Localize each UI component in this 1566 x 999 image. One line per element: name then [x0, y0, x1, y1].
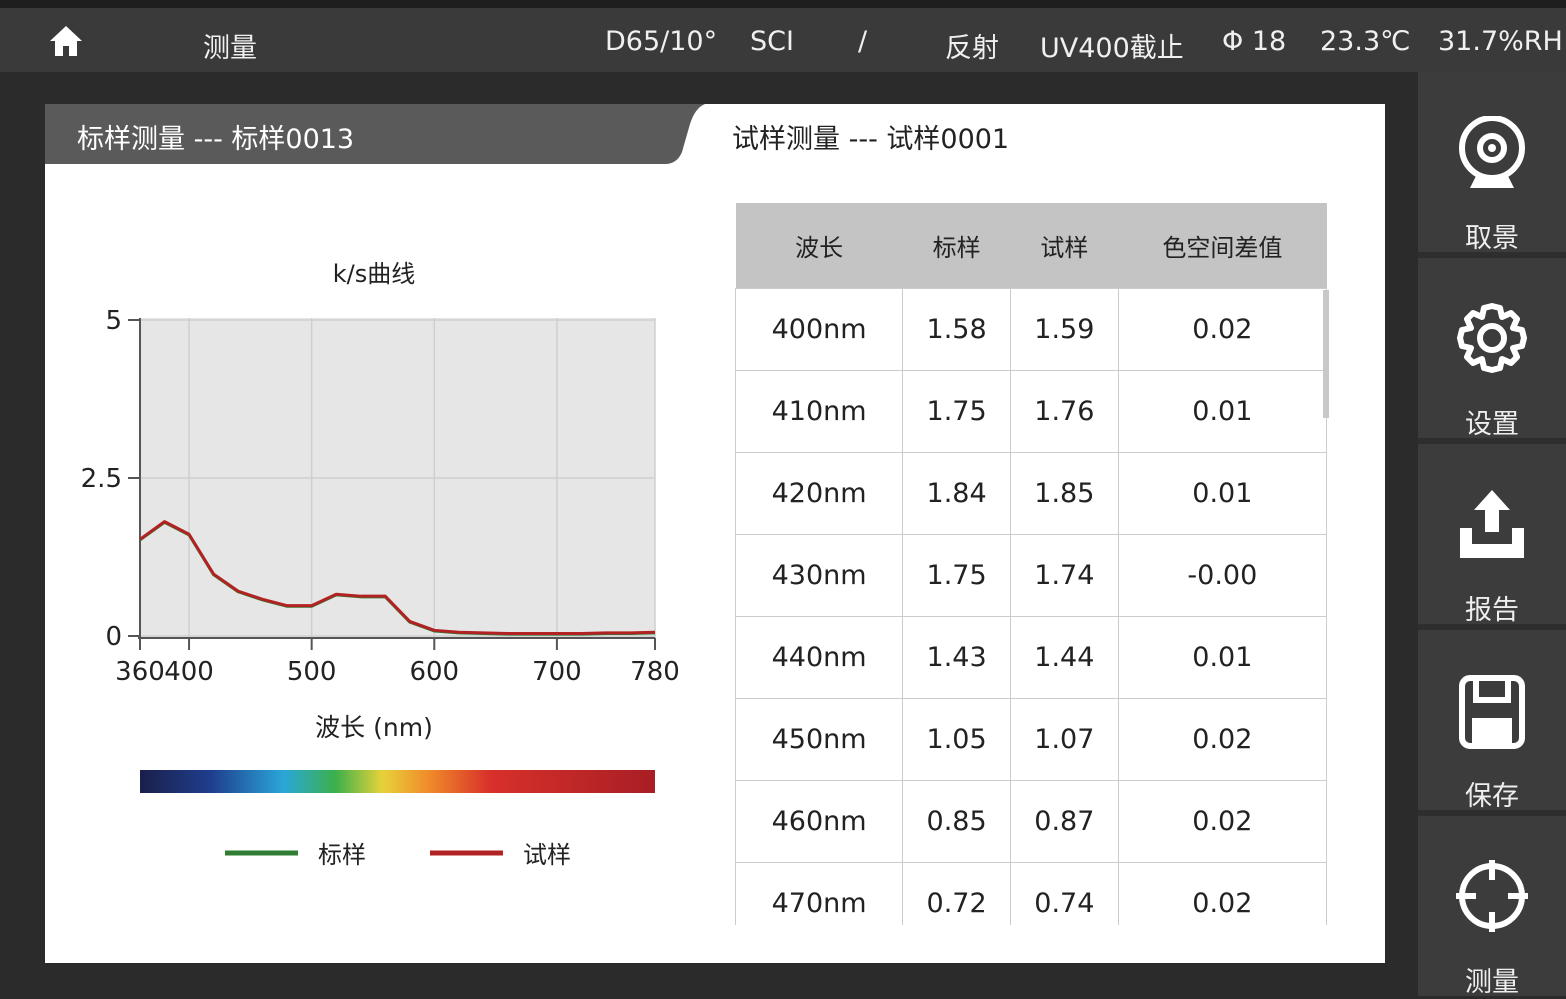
- table-row: 460nm 0.85 0.87 0.02: [735, 780, 1328, 863]
- table-cell: 1.59: [1009, 288, 1119, 371]
- column-header: 波长: [735, 203, 903, 289]
- sidebar-button[interactable]: 设置: [1418, 258, 1566, 440]
- table-cell: 1.84: [902, 452, 1011, 535]
- button-icon: [1460, 490, 1524, 558]
- table-cell: 0.02: [1117, 288, 1328, 371]
- x-tick-label: 500: [287, 657, 337, 687]
- table-cell: 0.72: [902, 862, 1011, 925]
- button-icon: [1459, 675, 1525, 749]
- table-cell: 420nm: [735, 452, 904, 535]
- scrollbar[interactable]: [1323, 290, 1329, 418]
- y-tick-label: 2.5: [81, 464, 122, 494]
- table-cell: 1.74: [1009, 534, 1119, 617]
- status-item: UV400截止: [1040, 33, 1184, 64]
- status-item: 31.7%RH: [1438, 26, 1563, 57]
- tab-background: [45, 104, 705, 164]
- legend-label: 标样: [318, 841, 366, 869]
- x-axis-label: 波长 (nm): [315, 713, 433, 742]
- status-item: Φ 18: [1222, 26, 1287, 57]
- table-cell: 0.01: [1117, 452, 1328, 535]
- table-cell: 1.75: [902, 370, 1011, 453]
- table-cell: 440nm: [735, 616, 904, 699]
- table-cell: 430nm: [735, 534, 904, 617]
- table-row: 470nm 0.72 0.74 0.02: [735, 862, 1328, 925]
- x-tick-label: 700: [532, 657, 582, 687]
- status-item: /: [858, 26, 868, 57]
- table: 波长 标样 试样 色空间差值 400nm 1.58 1.59 0.02 410nm 1.75 1.7…: [735, 203, 1328, 925]
- table-row: 430nm 1.75 1.74 -0.00: [735, 534, 1328, 617]
- table-cell: 1.44: [1009, 616, 1119, 699]
- status-item: 23.3℃: [1320, 26, 1411, 57]
- y-tick-label: 0: [105, 622, 122, 652]
- table-row: 400nm 1.58 1.59 0.02: [735, 288, 1328, 371]
- table-cell: 0.02: [1117, 780, 1328, 863]
- x-tick-label: 360: [115, 657, 165, 687]
- button-label: 报告: [1465, 595, 1519, 626]
- table-cell: 1.43: [902, 616, 1011, 699]
- x-tick-label: 400: [164, 657, 214, 687]
- table-cell: 400nm: [735, 288, 904, 371]
- table-cell: 0.01: [1117, 370, 1328, 453]
- button-label: 设置: [1465, 409, 1519, 440]
- status-item: D65/10°: [605, 26, 718, 57]
- table-row: 440nm 1.43 1.44 0.01: [735, 616, 1328, 699]
- table-cell: 1.85: [1009, 452, 1119, 535]
- sidebar: 取景设置报告保存测量: [1418, 72, 1566, 998]
- table-cell: 1.58: [902, 288, 1011, 371]
- status-item: SCI: [750, 26, 794, 57]
- table-cell: -0.00: [1117, 534, 1328, 617]
- table-row: 420nm 1.84 1.85 0.01: [735, 452, 1328, 535]
- chart-title: k/s曲线: [333, 260, 416, 288]
- x-tick-label: 600: [409, 657, 459, 687]
- table-cell: 1.76: [1009, 370, 1119, 453]
- table-row: 450nm 1.05 1.07 0.02: [735, 698, 1328, 781]
- column-header: 试样: [1010, 203, 1119, 289]
- table-cell: 410nm: [735, 370, 904, 453]
- legend-label: 试样: [523, 841, 571, 869]
- spectrum-bar: [140, 770, 655, 793]
- sidebar-button[interactable]: 保存: [1418, 630, 1566, 812]
- table-cell: 0.87: [1009, 780, 1119, 863]
- button-label: 取景: [1465, 223, 1519, 254]
- series-line: [139, 520, 656, 635]
- table-cell: 0.02: [1117, 862, 1328, 925]
- button-label: 测量: [1465, 967, 1519, 998]
- table-row: 410nm 1.75 1.76 0.01: [735, 370, 1328, 453]
- tab-standard[interactable]: 标样测量 --- 标样0013: [77, 124, 355, 155]
- table-cell: 0.74: [1009, 862, 1119, 925]
- sidebar-button[interactable]: 测量: [1418, 816, 1566, 998]
- x-tick-label: 780: [630, 657, 680, 687]
- table-cell: 470nm: [735, 862, 904, 925]
- table-cell: 460nm: [735, 780, 904, 863]
- data-table: 波长 标样 试样 色空间差值 400nm 1.58 1.59 0.02 410nm 1.75 1.7…: [735, 203, 1331, 925]
- screen-title: 测量: [203, 33, 257, 64]
- table-cell: 1.75: [902, 534, 1011, 617]
- home-icon[interactable]: [48, 24, 84, 58]
- table-cell: 0.02: [1117, 698, 1328, 781]
- chart: k/s曲线 波长 (nm) 0 2.5 5 360 400 500 600 700 780 标样 试…: [81, 260, 680, 869]
- button-label: 保存: [1465, 781, 1519, 812]
- button-icon: [1459, 116, 1525, 188]
- table-cell: 1.07: [1009, 698, 1119, 781]
- table-cell: 0.85: [902, 780, 1011, 863]
- button-icon: [1456, 860, 1528, 932]
- button-icon: [1457, 303, 1527, 373]
- column-header: 标样: [902, 203, 1011, 289]
- sidebar-button[interactable]: 取景: [1418, 72, 1566, 254]
- table-cell: 1.05: [902, 698, 1011, 781]
- sidebar-button[interactable]: 报告: [1418, 444, 1566, 626]
- status-bar: 测量 D65/10° SCI / 反射 UV400截止 Φ 18 23.3℃ 31.7%RH: [0, 0, 1566, 72]
- column-header: 色空间差值: [1118, 203, 1327, 289]
- status-item: 反射: [945, 33, 999, 64]
- y-tick-label: 5: [105, 306, 122, 336]
- table-cell: 450nm: [735, 698, 904, 781]
- tab-sample[interactable]: 试样测量 --- 试样0001: [732, 124, 1010, 155]
- table-cell: 0.01: [1117, 616, 1328, 699]
